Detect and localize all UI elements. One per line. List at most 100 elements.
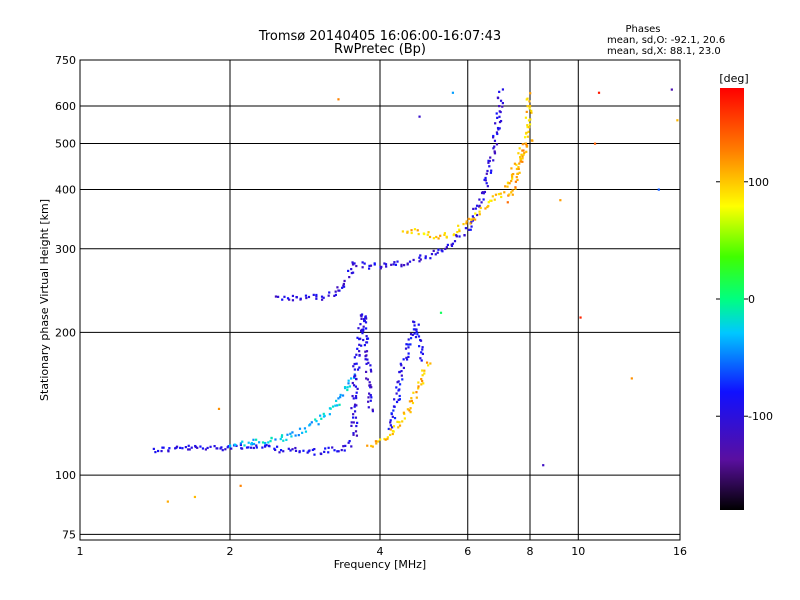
data-point bbox=[328, 413, 331, 416]
data-point bbox=[351, 381, 354, 385]
data-point bbox=[298, 427, 302, 430]
data-point bbox=[527, 126, 531, 129]
data-point bbox=[399, 362, 402, 365]
data-point bbox=[501, 88, 505, 91]
data-point bbox=[451, 242, 455, 245]
data-point bbox=[368, 384, 371, 387]
data-point bbox=[407, 343, 410, 346]
data-point bbox=[282, 439, 285, 442]
chart-title: Tromsø 20140405 16:06:00-16:07:43 bbox=[258, 29, 501, 44]
data-point bbox=[206, 446, 209, 450]
data-point bbox=[353, 368, 356, 371]
data-point bbox=[525, 150, 528, 153]
data-point bbox=[353, 375, 356, 378]
data-point bbox=[245, 446, 249, 449]
data-point bbox=[474, 212, 477, 215]
data-point bbox=[353, 362, 356, 366]
data-point bbox=[360, 344, 363, 347]
data-point bbox=[391, 432, 394, 436]
data-point bbox=[421, 346, 424, 349]
data-point bbox=[358, 343, 361, 346]
data-point bbox=[478, 213, 481, 216]
data-point bbox=[364, 316, 367, 319]
data-point bbox=[478, 198, 481, 201]
data-point bbox=[465, 222, 468, 225]
data-point bbox=[524, 116, 528, 119]
data-point bbox=[393, 398, 396, 401]
data-point bbox=[380, 265, 383, 269]
data-point bbox=[410, 231, 413, 235]
data-point bbox=[407, 338, 410, 341]
data-point bbox=[492, 147, 495, 150]
data-point bbox=[384, 263, 388, 266]
data-point bbox=[356, 387, 359, 390]
data-point bbox=[379, 438, 382, 441]
data-point bbox=[523, 136, 527, 139]
data-point bbox=[280, 435, 283, 438]
data-point bbox=[445, 246, 448, 249]
data-point bbox=[521, 157, 524, 160]
data-point bbox=[331, 405, 335, 408]
data-point bbox=[289, 432, 292, 435]
data-point bbox=[465, 220, 468, 223]
data-point bbox=[320, 417, 323, 420]
data-point bbox=[475, 204, 479, 207]
data-point bbox=[398, 424, 402, 427]
data-point bbox=[409, 333, 413, 336]
data-point bbox=[512, 172, 515, 176]
data-point bbox=[526, 125, 529, 129]
data-point bbox=[392, 409, 395, 412]
data-point bbox=[342, 282, 345, 286]
data-point bbox=[199, 445, 202, 448]
data-point bbox=[525, 145, 528, 148]
data-point bbox=[469, 228, 472, 231]
data-point bbox=[486, 185, 489, 188]
data-point bbox=[496, 132, 499, 136]
data-point bbox=[317, 423, 320, 426]
data-point bbox=[415, 330, 418, 334]
data-point bbox=[188, 448, 191, 451]
scatter-point bbox=[418, 115, 421, 118]
data-point bbox=[327, 294, 330, 297]
data-point bbox=[413, 321, 416, 324]
data-point bbox=[233, 443, 236, 446]
scatter-point bbox=[439, 311, 443, 314]
data-point bbox=[389, 421, 392, 424]
data-point bbox=[506, 181, 510, 184]
scatter-point bbox=[451, 91, 455, 94]
data-point bbox=[518, 171, 521, 174]
data-point bbox=[363, 344, 366, 347]
data-point bbox=[179, 446, 182, 449]
data-point bbox=[493, 198, 496, 201]
data-point bbox=[361, 332, 364, 335]
data-point bbox=[230, 447, 233, 450]
data-point bbox=[291, 431, 294, 434]
data-point bbox=[291, 448, 294, 451]
data-point bbox=[355, 391, 358, 394]
data-point bbox=[351, 394, 354, 398]
data-point bbox=[406, 408, 409, 411]
data-point bbox=[360, 317, 363, 320]
data-point bbox=[463, 234, 466, 237]
data-point bbox=[279, 449, 283, 452]
scatter-point bbox=[630, 377, 633, 380]
data-point bbox=[499, 192, 502, 195]
data-point bbox=[270, 437, 273, 440]
data-point bbox=[408, 409, 411, 412]
data-point bbox=[437, 248, 440, 251]
data-point bbox=[421, 379, 424, 383]
data-point bbox=[390, 426, 394, 429]
data-point bbox=[470, 221, 473, 224]
x-tick-label: 1 bbox=[77, 545, 84, 558]
chart-subtitle: RwPretec (Bp) bbox=[334, 42, 426, 57]
data-point bbox=[255, 446, 258, 449]
data-point bbox=[487, 161, 490, 164]
data-point bbox=[307, 295, 311, 299]
data-point bbox=[483, 178, 486, 181]
data-point bbox=[422, 232, 425, 235]
data-point bbox=[413, 324, 416, 327]
data-point bbox=[352, 413, 355, 416]
data-point bbox=[347, 379, 350, 382]
data-point bbox=[162, 446, 165, 449]
data-point bbox=[517, 166, 520, 169]
